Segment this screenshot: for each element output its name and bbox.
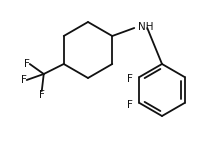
Text: F: F (39, 90, 44, 100)
Text: F: F (126, 100, 132, 110)
Text: F: F (21, 75, 26, 85)
Text: F: F (126, 74, 132, 84)
Text: NH: NH (138, 22, 153, 32)
Text: F: F (24, 59, 29, 69)
